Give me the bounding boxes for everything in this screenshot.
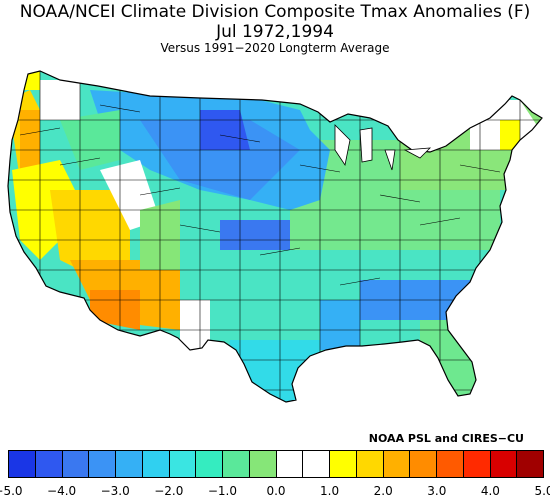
legend-swatch [383,451,411,477]
legend-swatch [303,451,330,477]
northwest-interior-region [60,110,120,170]
legend-swatch [490,451,518,477]
map-title: NOAA/NCEI Climate Division Composite Tma… [19,2,531,22]
legend-swatch [35,451,63,477]
legend-tick-label: −1.0 [207,484,237,498]
legend-swatch [169,451,197,477]
legend-swatch [223,451,250,477]
legend-swatch [356,451,384,477]
legend-tick-label: 0.0 [266,484,286,498]
legend-swatch [9,451,36,477]
legend-swatch [517,451,543,477]
legend-swatch [89,451,116,477]
great-basin-region [50,190,130,280]
oregon-inland [20,110,40,170]
legend-swatch [330,451,357,477]
new-england-warm-region [500,120,520,150]
legend-tick-label: −3.0 [100,484,130,498]
legend-swatch [116,451,143,477]
legend-swatch [463,451,491,477]
map-period: Jul 1972,1994 [216,22,334,42]
legend-tick-label: 3.0 [427,484,447,498]
legend-swatch [276,451,304,477]
legend-tick-label: −2.0 [154,484,184,498]
lower-mississippi-region [320,300,360,350]
data-credit: NOAA PSL and CIRES−CU [368,432,524,445]
us-climate-division-map [7,70,543,403]
great-lakes [334,124,432,171]
legend-tick-label: 1.0 [320,484,340,498]
legend-tick-label: −5.0 [0,484,23,498]
arizona-hot-region [90,290,140,330]
legend-tick-label: −4.0 [47,484,77,498]
texas-region [220,340,320,402]
legend-tick-label: 5.0 [534,484,550,498]
washington-interior [40,80,80,120]
legend-tick-label: 4.0 [480,484,500,498]
climate-division-lines [8,71,542,402]
legend-swatch [142,451,170,477]
new-mexico-south-region [180,300,210,350]
legend-swatch [249,451,277,477]
legend-swatch [437,451,464,477]
color-scale-bar [8,450,544,478]
kansas-region [220,220,290,250]
legend-swatch [196,451,223,477]
legend-swatch [62,451,90,477]
color-scale-ticks: −5.0 −4.0 −3.0 −2.0 −1.0 0.0 1.0 2.0 3.0 4.0 5.0 [0,484,550,498]
map-baseline: Versus 1991−2020 Longterm Average [160,41,390,55]
legend-tick-label: 2.0 [373,484,393,498]
legend-swatch [410,451,437,477]
